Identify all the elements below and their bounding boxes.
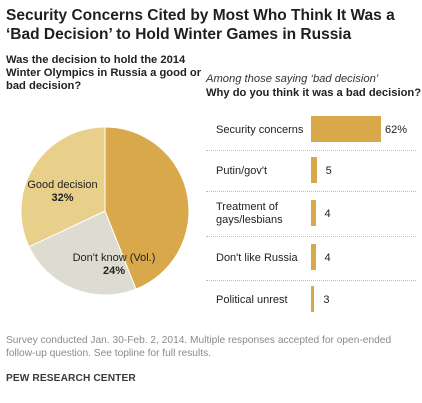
bar-subgroup-label: Among those saying ‘bad decision’ [206,73,379,85]
row-separator [206,150,416,151]
bar-unrest [311,286,315,312]
bar-value-gays: 4 [324,208,331,220]
bar-value-security: 62% [385,124,408,136]
bar-russia [311,244,316,270]
bar-value-putin: 5 [325,165,332,177]
row-separator [206,191,416,192]
chart-title: Security Concerns Cited by Most Who Thin… [6,7,395,43]
bar-label-security: Security concerns [216,124,304,136]
bar-label-russia: Don't like Russia [216,252,298,264]
bar-label-unrest: Political unrest [216,294,288,306]
pie-label-good-value: 32% [51,192,74,204]
pie-label-good: Good decision 32% [20,179,105,205]
source-credit: PEW RESEARCH CENTER [6,373,136,384]
bar-putin [311,157,317,183]
row-separator [206,280,416,281]
pie-question: Was the decision to hold the 2014 Winter… [6,54,202,92]
bar-question: Why do you think it was a bad decision? [206,87,422,99]
pie-label-bad-text: Bad decision [186,183,250,195]
bar-label-putin: Putin/gov't [216,165,268,177]
bar-label-gays: Treatment of gays/lesbians [216,201,283,226]
survey-note: Survey conducted Jan. 30-Feb. 2, 2014. M… [6,335,392,359]
bar-security [311,116,381,142]
pie-chart [20,126,190,296]
pie-label-bad-value: 44% [206,196,230,208]
bar-value-russia: 4 [324,252,331,264]
pie-label-dk: Don't know (Vol.) 24% [64,252,164,278]
pie-slice-good [20,126,106,248]
pie-slice-bad [104,126,190,290]
pie-label-dk-text: Don't know (Vol.) [72,252,156,264]
bar-gays [311,200,316,226]
pie-slice-dk [28,210,137,296]
bar-value-unrest: 3 [323,294,330,306]
row-separator [206,236,416,237]
pie-label-bad: Bad decision 44% [183,183,253,209]
pie-label-dk-value: 24% [102,265,126,277]
pie-label-good-text: Good decision [27,179,98,191]
